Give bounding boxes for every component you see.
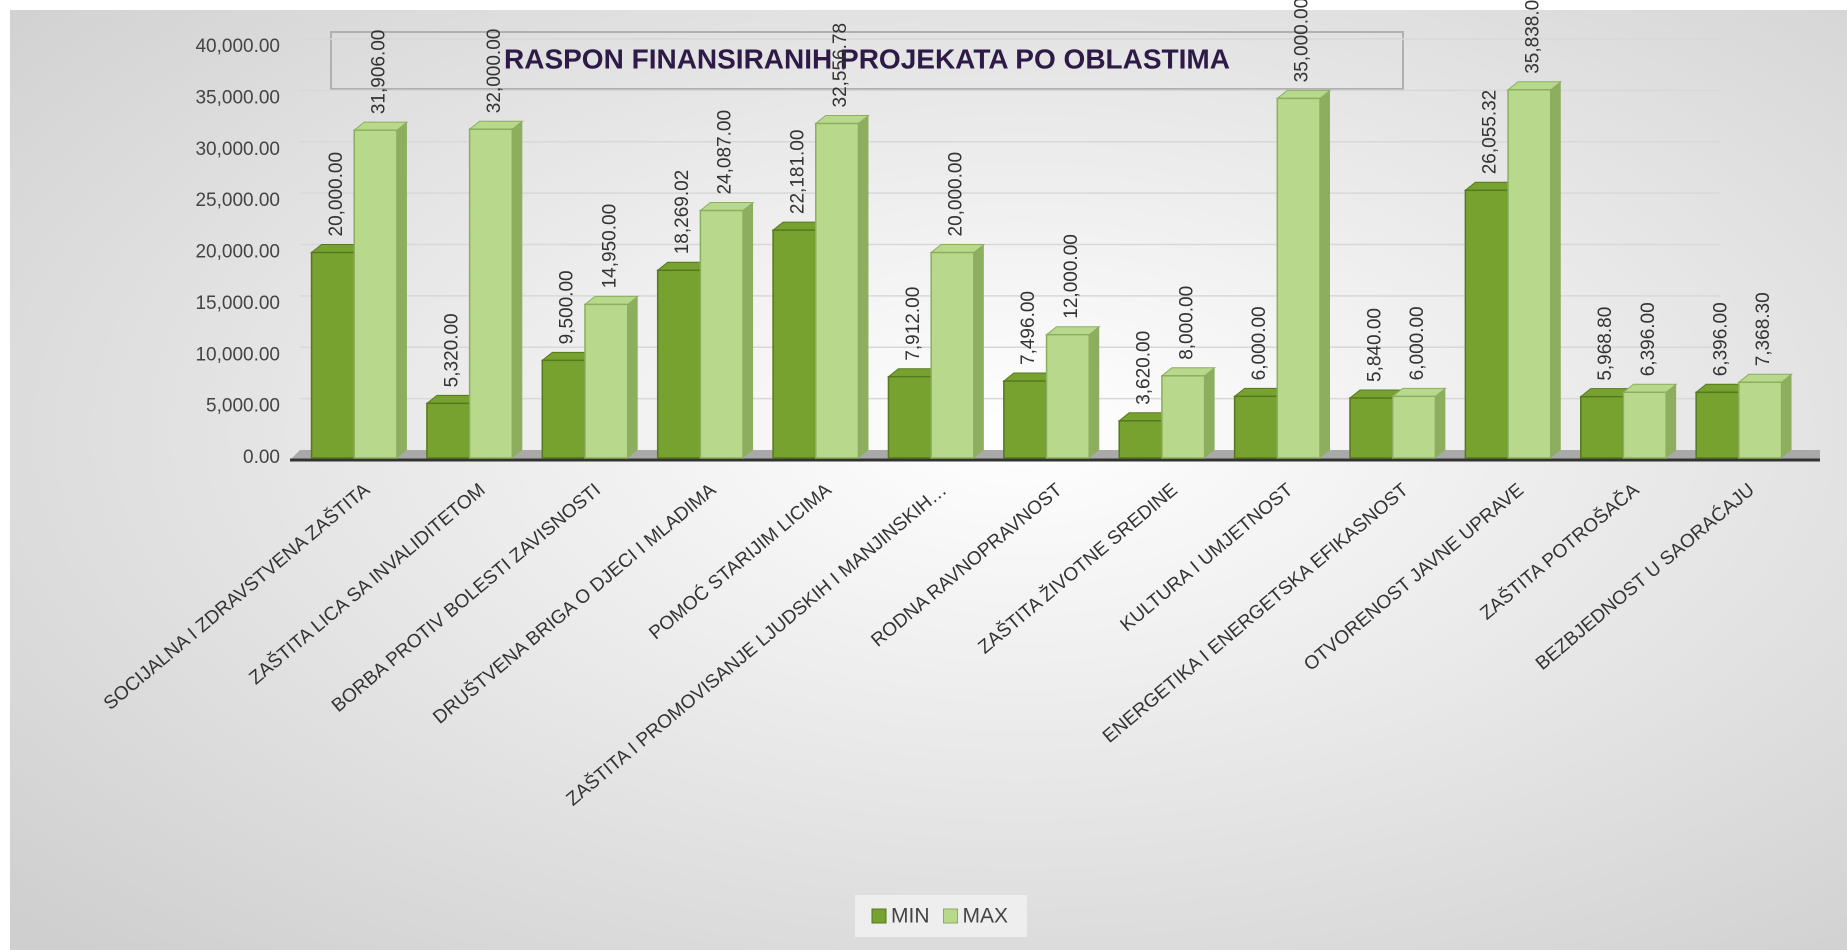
data-label: 6,396.00 (1711, 302, 1732, 376)
legend: MIN MAX (855, 895, 1027, 937)
y-tick-label: 5,000.00 (206, 396, 280, 417)
y-tick-label: 35,000.00 (195, 87, 280, 108)
data-label: 22,181.00 (787, 130, 808, 215)
bar-side (1666, 384, 1677, 458)
data-label: 35,000.00 (1292, 0, 1313, 82)
y-tick-label: 30,000.00 (195, 139, 280, 160)
data-label: 24,087.00 (715, 110, 736, 195)
data-label: 7,496.00 (1018, 291, 1039, 365)
data-label: 32,000.00 (484, 29, 505, 114)
bar-top (1160, 367, 1217, 377)
data-label: 7,912.00 (903, 287, 924, 361)
bar (310, 251, 355, 459)
bar-top (468, 120, 524, 130)
data-label: 6,396.00 (1638, 302, 1659, 376)
legend-label: MIN (891, 905, 930, 928)
bar-top (929, 244, 986, 253)
bar (1003, 380, 1048, 459)
data-label: 6,000.00 (1249, 306, 1270, 380)
data-label: 8,000.00 (1176, 286, 1197, 360)
bar-top (583, 295, 640, 305)
data-label: 32,556.78 (830, 23, 851, 108)
bar (1233, 395, 1279, 459)
bar-side (512, 121, 523, 458)
bar (1276, 97, 1321, 459)
bar-top (1622, 383, 1678, 393)
bar (426, 402, 471, 459)
bar-side (1089, 326, 1100, 458)
bar (468, 128, 514, 459)
y-tick-label: 0.00 (243, 447, 280, 468)
bar (887, 375, 932, 459)
data-label: 35,838.00 (1522, 0, 1543, 74)
bar (1622, 391, 1667, 459)
bar (353, 129, 398, 459)
bar-side (627, 296, 638, 458)
data-label: 5,320.00 (441, 313, 462, 387)
bar-top (1737, 373, 1793, 383)
bar-side (1320, 90, 1330, 458)
bar (1391, 395, 1437, 459)
bar (584, 303, 629, 459)
y-tick-label: 10,000.00 (195, 344, 280, 365)
data-label: 6,000.00 (1407, 306, 1428, 380)
data-label: 5,968.80 (1595, 307, 1616, 381)
data-label: 31,906.00 (369, 30, 390, 115)
bar (1507, 89, 1552, 459)
title-box (330, 31, 1404, 90)
chart-title: RASPON FINANSIRANIH PROJEKATA PO OBLASTI… (504, 43, 1230, 74)
bar (541, 359, 586, 459)
bar (1464, 189, 1509, 459)
bar (930, 251, 975, 459)
data-label: 26,055.32 (1480, 90, 1501, 175)
bar (1580, 395, 1625, 459)
bar-side (1781, 374, 1792, 458)
bar (1695, 391, 1740, 459)
bar (699, 209, 744, 459)
bar (815, 122, 860, 459)
data-label: 20,000.00 (326, 152, 347, 237)
legend-label: MAX (963, 905, 1009, 928)
bar (1738, 381, 1783, 459)
legend-swatch (943, 908, 958, 924)
bar-top (1045, 326, 1101, 336)
data-label: 9,500.00 (557, 270, 578, 344)
y-tick-label: 15,000.00 (195, 293, 280, 314)
y-tick-label: 40,000.00 (195, 36, 280, 57)
data-label: 12,000.00 (1061, 234, 1082, 319)
data-label: 18,269.02 (672, 170, 693, 255)
bar-top (352, 121, 409, 131)
data-label: 20,000.00 (946, 152, 967, 237)
bar-side (743, 202, 754, 458)
bar-top (814, 114, 870, 124)
bar-top (1506, 81, 1563, 91)
bar-side (973, 244, 984, 458)
bar-side (396, 122, 407, 459)
bar-side (1435, 388, 1446, 458)
bar-side (1550, 81, 1561, 458)
bar (1349, 397, 1394, 459)
bar (1118, 420, 1163, 459)
legend-swatch (871, 908, 887, 924)
bar (1161, 375, 1206, 459)
data-label: 7,368.30 (1753, 292, 1774, 366)
bar-side (1204, 367, 1215, 458)
y-tick-label: 20,000.00 (195, 242, 280, 263)
bar (1045, 333, 1090, 459)
background (10, 10, 1847, 950)
bar (772, 229, 817, 459)
bar (656, 269, 702, 459)
bar-top (1391, 387, 1447, 397)
bar-top (1275, 89, 1332, 99)
y-tick-label: 25,000.00 (195, 190, 280, 211)
bar-side (858, 115, 869, 458)
data-label: 3,620.00 (1134, 331, 1155, 405)
data-label: 14,950.00 (599, 204, 620, 289)
bar-top (698, 202, 755, 212)
data-label: 5,840.00 (1364, 308, 1385, 382)
